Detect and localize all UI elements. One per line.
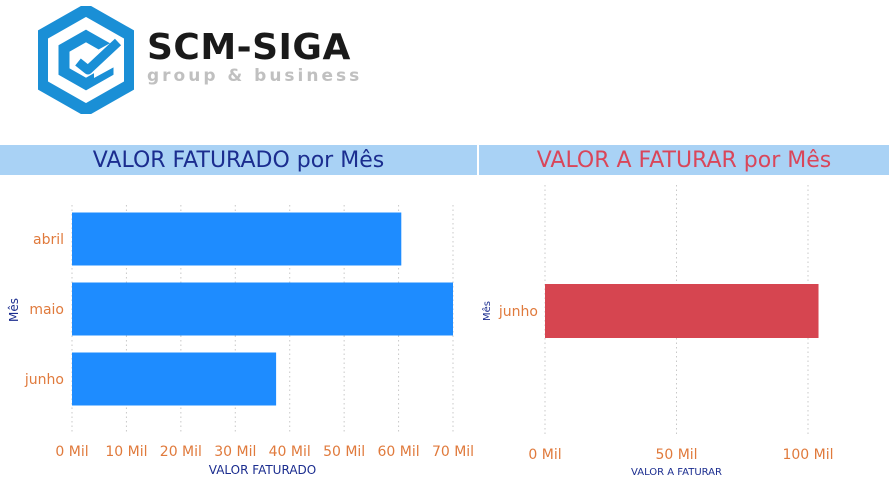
x-tick-label: 50 Mil (323, 444, 365, 460)
bar-abril[interactable] (72, 212, 402, 266)
category-labels: abril maio junho (24, 232, 64, 388)
x-axis-title: VALOR FATURADO (209, 463, 316, 477)
y-axis-title: Mês (481, 301, 493, 321)
x-tick-label: 60 Mil (378, 444, 420, 460)
bar-maio[interactable] (72, 282, 453, 336)
brand-tagline: group & business (147, 66, 363, 86)
x-tick-label: 40 Mil (269, 444, 311, 460)
y-axis-title: Mês (7, 298, 21, 322)
brand-name: SCM-SIGA (147, 27, 351, 68)
scm-siga-logo-icon (38, 6, 134, 114)
x-tick-label: 20 Mil (160, 444, 202, 460)
chart-title-faturado: VALOR FATURADO por Mês (0, 145, 477, 175)
bars (72, 212, 453, 406)
category-label-abril: abril (33, 232, 64, 248)
category-label-maio: maio (29, 302, 64, 318)
tick-labels: 0 Mil 50 Mil 100 Mil (528, 447, 833, 463)
tick-labels: 0 Mil 10 Mil 20 Mil 30 Mil 40 Mil 50 Mil 60 Mi… (55, 444, 474, 460)
category-label-junho: junho (24, 372, 64, 388)
x-tick-label: 100 Mil (782, 447, 833, 463)
x-axis-title: VALOR A FATURAR (631, 467, 722, 478)
category-labels: junho (498, 304, 538, 320)
brand-block: SCM-SIGA group & business (147, 27, 363, 87)
bar-junho[interactable] (72, 352, 277, 406)
bar-junho[interactable] (545, 284, 819, 338)
chart-valor-faturado: abril maio junho 0 Mil 10 Mil 20 Mil 30 Mil 40… (7, 205, 474, 477)
x-tick-label: 50 Mil (655, 447, 697, 463)
x-tick-label: 10 Mil (105, 444, 147, 460)
category-label-junho: junho (498, 304, 538, 320)
chart-title-a-faturar: VALOR A FATURAR por Mês (479, 145, 889, 175)
grid-lines (544, 185, 809, 436)
bars (545, 284, 819, 338)
x-tick-label: 70 Mil (432, 444, 474, 460)
x-tick-label: 0 Mil (528, 447, 561, 463)
x-tick-label: 30 Mil (214, 444, 256, 460)
x-tick-label: 0 Mil (55, 444, 88, 460)
